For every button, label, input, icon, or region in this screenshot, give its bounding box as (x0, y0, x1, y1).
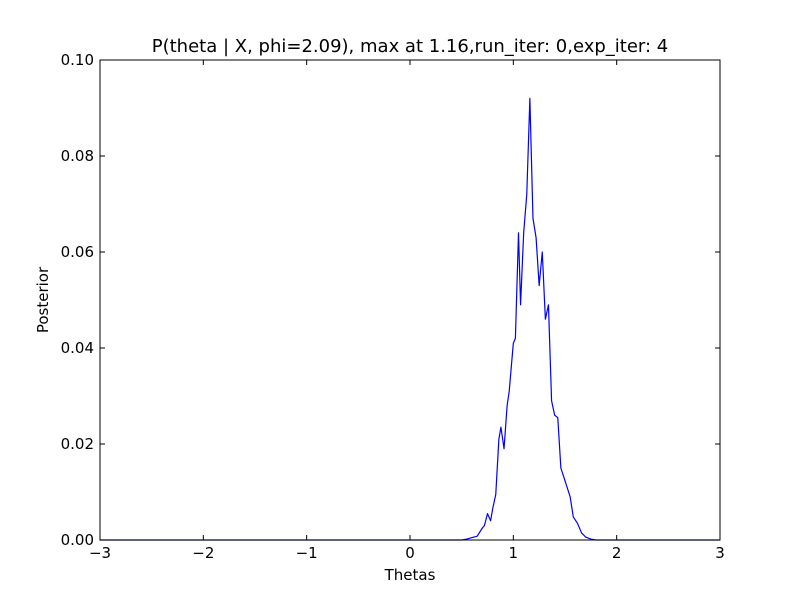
y-tick-label: 0.10 (61, 51, 94, 69)
x-tick-label: 0 (405, 544, 415, 562)
x-tick-label: 3 (715, 544, 725, 562)
x-tick-label: −1 (296, 544, 318, 562)
y-tick-label: 0.02 (61, 435, 94, 453)
y-tick-label: 0.06 (61, 243, 94, 261)
y-axis-label: Posterior (34, 266, 52, 333)
series-layer (100, 97, 720, 541)
y-tick-label: 0.00 (61, 531, 94, 549)
x-tick-label: 2 (612, 544, 622, 562)
y-tick-label: 0.08 (61, 147, 94, 165)
x-tick-label: −3 (89, 544, 111, 562)
axis-ticks: −3 −2 −1 0 1 2 3 0.00 0.02 0.04 0.06 0.08 0.10 (61, 51, 725, 562)
plot-frame (99, 59, 721, 541)
chart-title: P(theta | X, phi=2.09), max at 1.16,run_… (152, 36, 668, 57)
x-axis-label: Thetas (384, 566, 436, 584)
x-tick-label: −2 (192, 544, 214, 562)
y-tick-label: 0.04 (61, 339, 94, 357)
posterior-series-line (100, 97, 720, 541)
x-tick-label: 1 (509, 544, 519, 562)
